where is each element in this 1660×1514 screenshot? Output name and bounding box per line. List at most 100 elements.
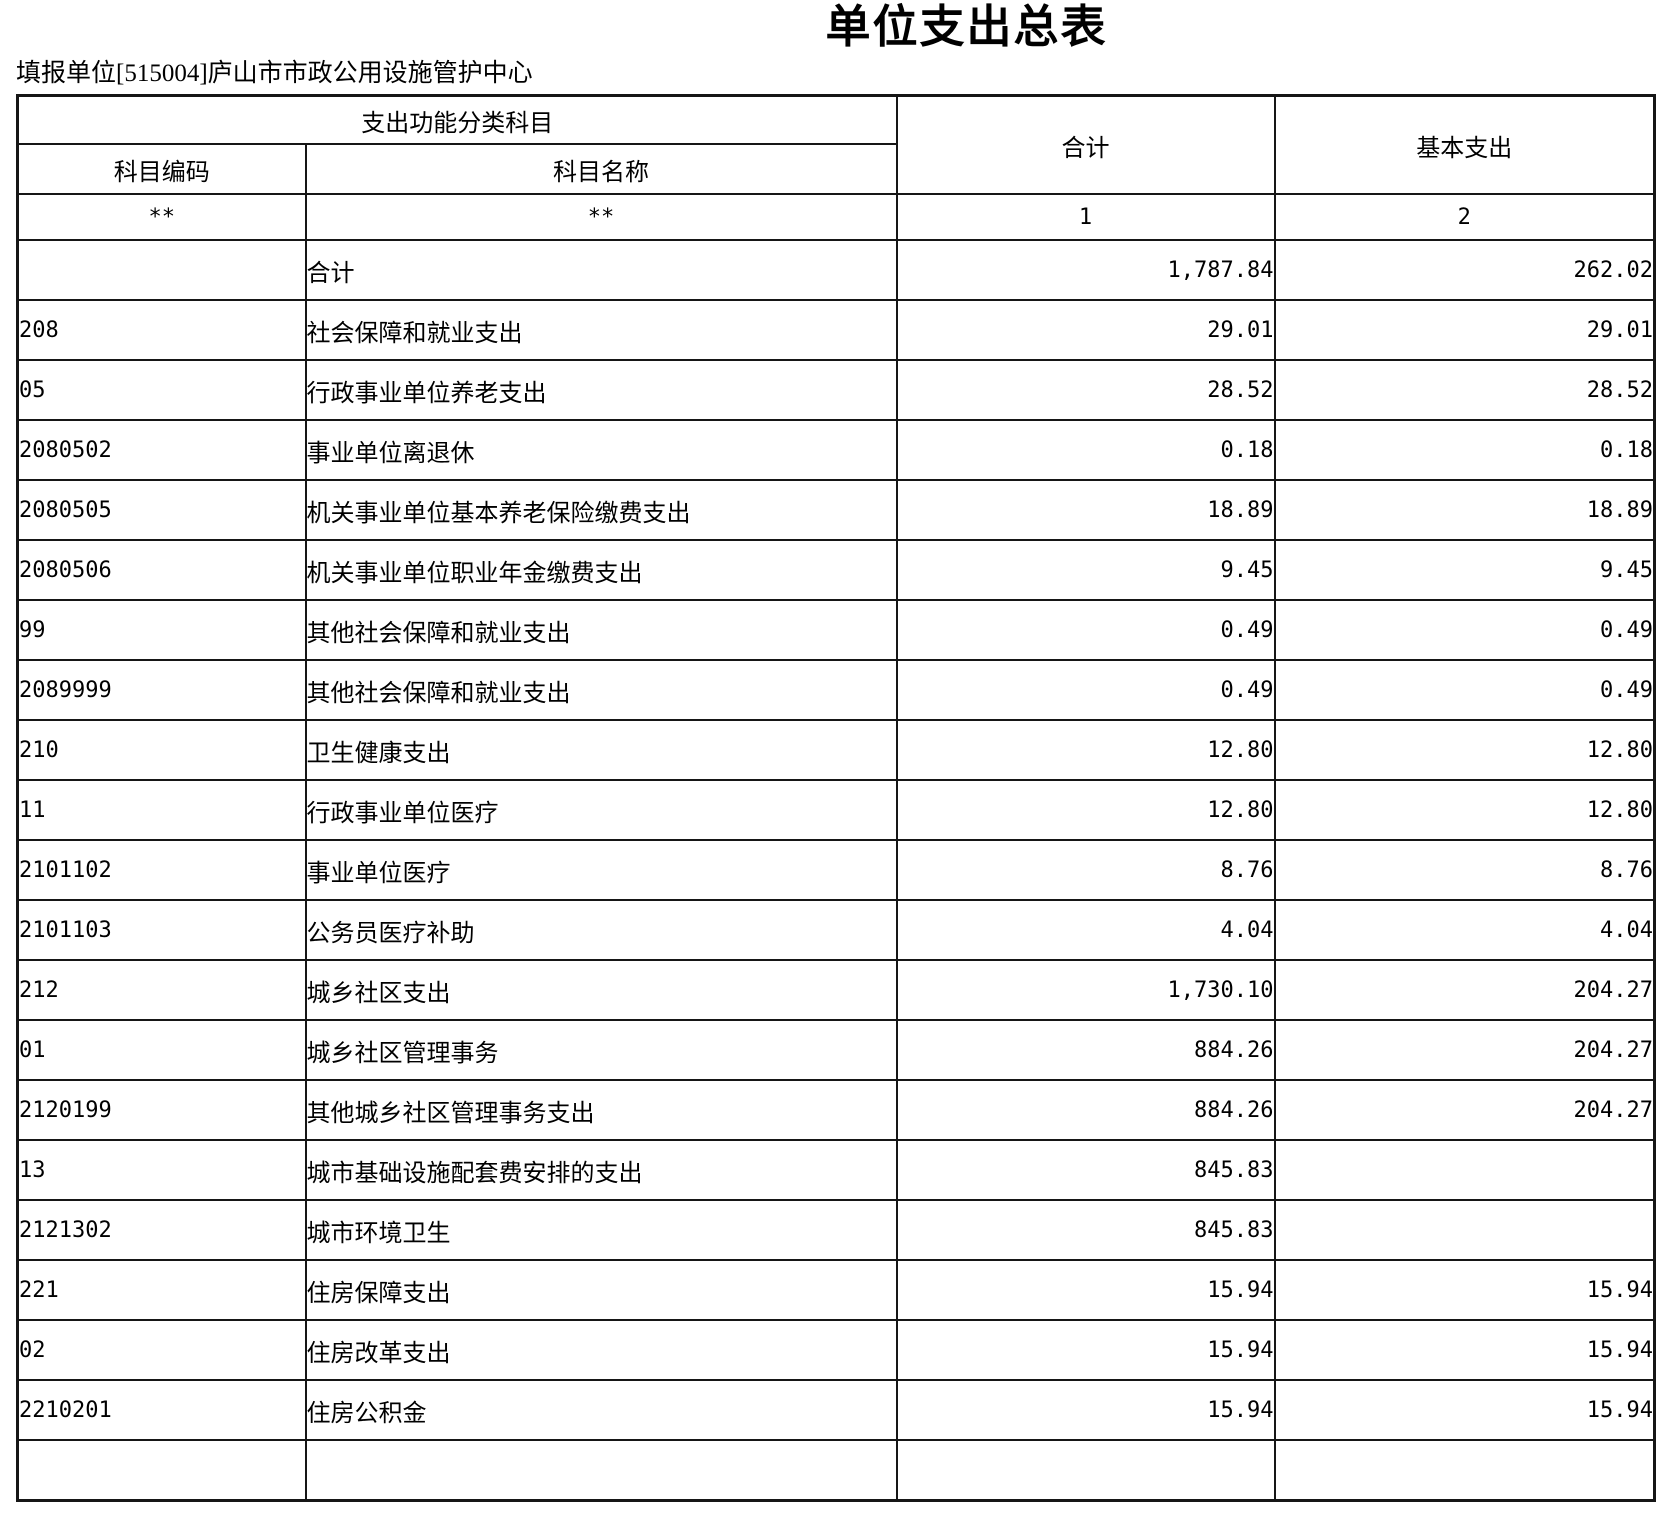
basic-expenditure-value-cell: 12.80 xyxy=(1273,779,1656,841)
table-row: 13 城市基础设施配套费安排的支出 845.83 xyxy=(16,1139,1656,1201)
basic-expenditure-value-cell: 0.49 xyxy=(1273,599,1656,661)
header-function-classification: 支出功能分类科目 xyxy=(16,94,898,145)
subject-name-cell: 住房公积金 xyxy=(304,1379,898,1441)
basic-expenditure-value-cell xyxy=(1273,1139,1656,1201)
table-body: 合计 1,787.84 262.02 208 社会保障和就业支出 29.01 29.01 05… xyxy=(16,239,1656,1502)
total-value-cell: 9.45 xyxy=(895,539,1276,601)
header-row-1: 支出功能分类科目 合计 基本支出 xyxy=(16,94,1656,195)
table-row: 212 城乡社区支出 1,730.10 204.27 xyxy=(16,959,1656,1021)
basic-expenditure-value-cell: 15.94 xyxy=(1273,1319,1656,1381)
subject-code-cell xyxy=(16,1439,307,1502)
total-column-number: 1 xyxy=(895,193,1276,241)
total-value-cell: 1,787.84 xyxy=(895,239,1276,301)
basic-expenditure-value-cell: 15.94 xyxy=(1273,1259,1656,1321)
header-subject-code: 科目编码 xyxy=(16,143,307,195)
table-row: 2080506 机关事业单位职业年金缴费支出 9.45 9.45 xyxy=(16,539,1656,601)
header-basic-expenditure: 基本支出 xyxy=(1273,94,1656,195)
header-subject-name: 科目名称 xyxy=(304,143,898,195)
subject-code-cell: 2121302 xyxy=(16,1199,307,1261)
subject-name-cell: 住房保障支出 xyxy=(304,1259,898,1321)
basic-expenditure-value-cell: 0.18 xyxy=(1273,419,1656,481)
subject-code-cell: 11 xyxy=(16,779,307,841)
table-row: 99 其他社会保障和就业支出 0.49 0.49 xyxy=(16,599,1656,661)
table-row: 05 行政事业单位养老支出 28.52 28.52 xyxy=(16,359,1656,421)
subject-code-cell: 05 xyxy=(16,359,307,421)
subject-code-cell: 2089999 xyxy=(16,659,307,721)
expenditure-summary-table: 支出功能分类科目 合计 基本支出 科目编码 科目名称 ** ** 1 2 合计 1… xyxy=(16,94,1656,1502)
total-value-cell: 0.49 xyxy=(895,659,1276,721)
basic-expenditure-value-cell: 4.04 xyxy=(1273,899,1656,961)
table-row: 2080502 事业单位离退休 0.18 0.18 xyxy=(16,419,1656,481)
table-row: 2101102 事业单位医疗 8.76 8.76 xyxy=(16,839,1656,901)
total-value-cell: 12.80 xyxy=(895,719,1276,781)
total-value-cell: 845.83 xyxy=(895,1139,1276,1201)
basic-expenditure-value-cell: 204.27 xyxy=(1273,1019,1656,1081)
table-row: 02 住房改革支出 15.94 15.94 xyxy=(16,1319,1656,1381)
basic-column-number: 2 xyxy=(1273,193,1656,241)
total-value-cell: 18.89 xyxy=(895,479,1276,541)
basic-expenditure-value-cell xyxy=(1273,1439,1656,1502)
total-value-cell: 28.52 xyxy=(895,359,1276,421)
total-value-cell: 4.04 xyxy=(895,899,1276,961)
basic-expenditure-value-cell: 0.49 xyxy=(1273,659,1656,721)
table-row: 2089999 其他社会保障和就业支出 0.49 0.49 xyxy=(16,659,1656,721)
table-row: 2080505 机关事业单位基本养老保险缴费支出 18.89 18.89 xyxy=(16,479,1656,541)
subject-name-cell: 住房改革支出 xyxy=(304,1319,898,1381)
subject-code-cell: 212 xyxy=(16,959,307,1021)
total-value-cell xyxy=(895,1439,1276,1502)
subject-code-cell: 2120199 xyxy=(16,1079,307,1141)
total-value-cell: 1,730.10 xyxy=(895,959,1276,1021)
subject-code-cell: 2080506 xyxy=(16,539,307,601)
table-row: 11 行政事业单位医疗 12.80 12.80 xyxy=(16,779,1656,841)
subject-code-cell xyxy=(16,239,307,301)
subject-name-cell xyxy=(304,1439,898,1502)
subject-name-cell: 卫生健康支出 xyxy=(304,719,898,781)
table-row: 208 社会保障和就业支出 29.01 29.01 xyxy=(16,299,1656,361)
subject-code-cell: 02 xyxy=(16,1319,307,1381)
filing-unit-line: 填报单位[515004]庐山市市政公用设施管护中心 xyxy=(16,60,533,87)
basic-expenditure-value-cell: 12.80 xyxy=(1273,719,1656,781)
total-value-cell: 8.76 xyxy=(895,839,1276,901)
subject-name-cell: 事业单位离退休 xyxy=(304,419,898,481)
basic-expenditure-value-cell: 262.02 xyxy=(1273,239,1656,301)
subject-code-cell: 01 xyxy=(16,1019,307,1081)
basic-expenditure-value-cell: 29.01 xyxy=(1273,299,1656,361)
subject-name-cell: 公务员医疗补助 xyxy=(304,899,898,961)
table-row: 221 住房保障支出 15.94 15.94 xyxy=(16,1259,1656,1321)
basic-expenditure-value-cell: 8.76 xyxy=(1273,839,1656,901)
header-row-2: 科目编码 科目名称 xyxy=(16,143,1655,195)
subject-name-cell: 城乡社区支出 xyxy=(304,959,898,1021)
basic-expenditure-value-cell: 204.27 xyxy=(1273,1079,1656,1141)
subject-name-cell: 机关事业单位职业年金缴费支出 xyxy=(304,539,898,601)
table-row: 合计 1,787.84 262.02 xyxy=(16,239,1656,301)
subject-code-cell: 2210201 xyxy=(16,1379,307,1441)
total-value-cell: 884.26 xyxy=(895,1079,1276,1141)
subject-code-cell: 2080502 xyxy=(16,419,307,481)
title-container: 单位支出总表 xyxy=(148,0,1660,54)
subject-code-cell: 99 xyxy=(16,599,307,661)
subject-code-cell: 2080505 xyxy=(16,479,307,541)
total-value-cell: 845.83 xyxy=(895,1199,1276,1261)
total-value-cell: 0.18 xyxy=(895,419,1276,481)
table-row: 210 卫生健康支出 12.80 12.80 xyxy=(16,719,1656,781)
code-mask-cell: ** xyxy=(16,193,307,241)
basic-expenditure-value-cell: 28.52 xyxy=(1273,359,1656,421)
basic-expenditure-value-cell: 9.45 xyxy=(1273,539,1656,601)
table-row xyxy=(16,1439,1656,1502)
name-mask-cell: ** xyxy=(304,193,898,241)
basic-expenditure-value-cell: 15.94 xyxy=(1273,1379,1656,1441)
basic-expenditure-value-cell: 204.27 xyxy=(1273,959,1656,1021)
total-value-cell: 29.01 xyxy=(895,299,1276,361)
subject-name-cell: 其他城乡社区管理事务支出 xyxy=(304,1079,898,1141)
subject-name-cell: 城市基础设施配套费安排的支出 xyxy=(304,1139,898,1201)
total-value-cell: 15.94 xyxy=(895,1319,1276,1381)
page-title: 单位支出总表 xyxy=(825,2,1108,52)
subject-code-cell: 2101102 xyxy=(16,839,307,901)
table-row: 2121302 城市环境卫生 845.83 xyxy=(16,1199,1656,1261)
subject-code-cell: 2101103 xyxy=(16,899,307,961)
subject-name-cell: 城乡社区管理事务 xyxy=(304,1019,898,1081)
subject-name-cell: 其他社会保障和就业支出 xyxy=(304,659,898,721)
subject-code-cell: 13 xyxy=(16,1139,307,1201)
basic-expenditure-value-cell: 18.89 xyxy=(1273,479,1656,541)
